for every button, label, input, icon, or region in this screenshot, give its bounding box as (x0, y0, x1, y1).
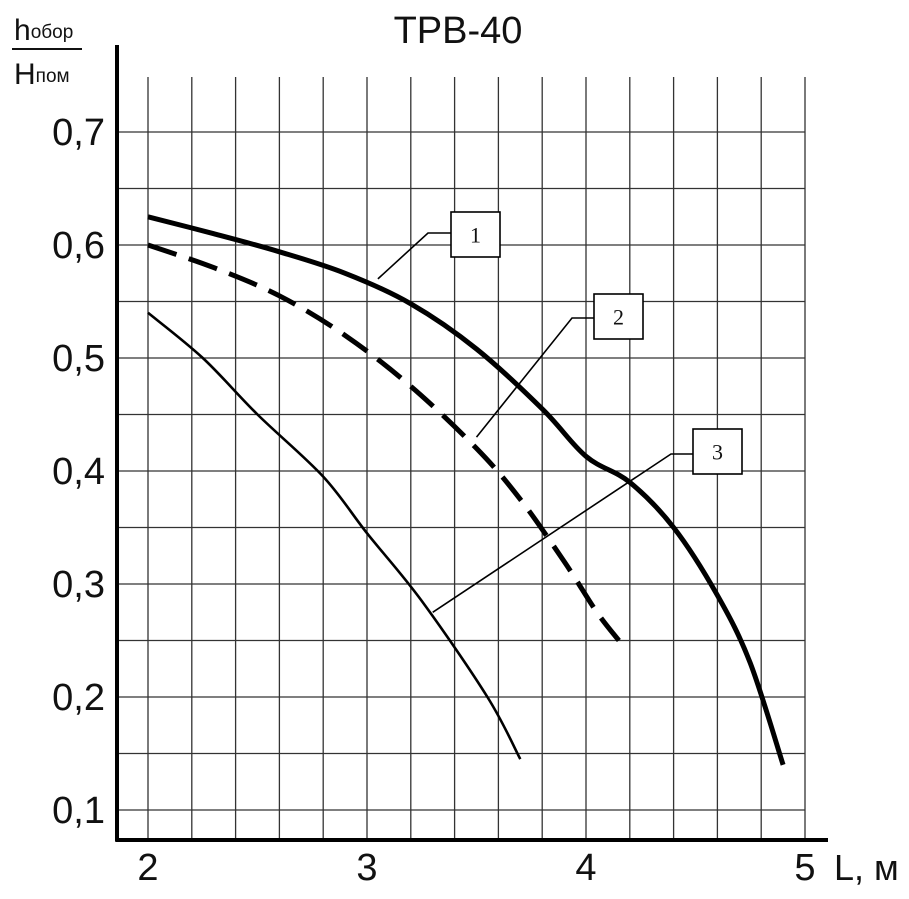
y-tick-label: 0,7 (52, 112, 105, 154)
x-tick-label: 5 (794, 847, 815, 889)
y-tick-label: 0,4 (52, 451, 105, 493)
callout-label-1: 1 (470, 223, 481, 248)
callout-leader-3 (432, 453, 693, 613)
series-line-3 (147, 311, 522, 760)
y-label-numerator: hобор (14, 14, 73, 47)
x-axis-label: L, м (834, 847, 899, 888)
callout-leader-1 (377, 232, 451, 280)
x-tick-label: 3 (356, 847, 377, 889)
callout-label-2: 2 (613, 305, 624, 330)
series-line-1 (147, 214, 786, 766)
x-tick-label: 2 (137, 847, 158, 889)
y-tick-label: 0,6 (52, 225, 105, 267)
axes (115, 45, 828, 842)
callouts: 1 2 3 (377, 211, 743, 613)
y-tick-label: 0,2 (52, 677, 105, 719)
y-tick-label: 0,1 (52, 790, 105, 832)
callout-box-3 (692, 428, 743, 475)
chart-title: ТРВ-40 (394, 10, 523, 52)
x-tick-label: 4 (575, 847, 596, 889)
series-line-2 (147, 242, 621, 643)
callout-box-1 (450, 211, 501, 258)
tick-labels: 0,1 0,2 0,3 0,4 0,5 0,6 0,7 2 3 4 5 (52, 112, 815, 889)
y-label-denominator: Hпом (14, 58, 70, 91)
callout-leader-2 (475, 317, 594, 438)
callout-label-3: 3 (712, 440, 723, 465)
callout-box-2 (593, 293, 644, 340)
y-tick-label: 0,3 (52, 564, 105, 606)
y-axis-label: hобор Hпом (12, 14, 82, 91)
series-group (147, 214, 786, 766)
y-tick-label: 0,5 (52, 338, 105, 380)
